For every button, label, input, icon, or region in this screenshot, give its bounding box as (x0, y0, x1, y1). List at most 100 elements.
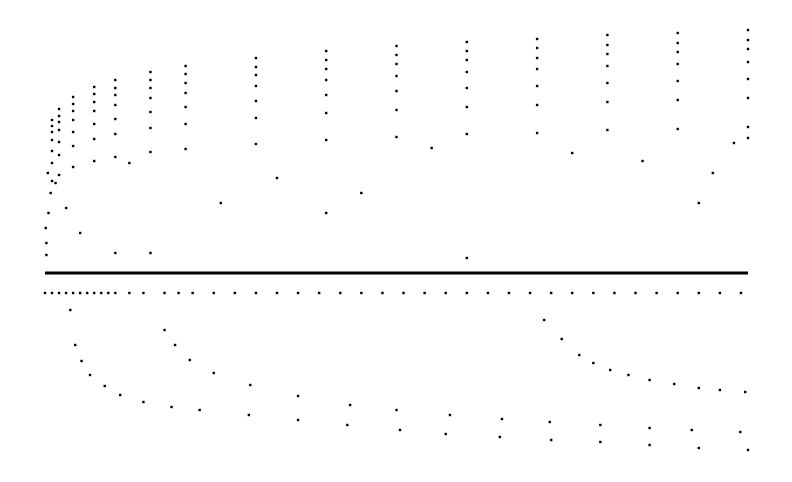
point (71, 95, 75, 99)
point (119, 393, 122, 397)
point (149, 150, 152, 154)
point (114, 291, 117, 295)
point (254, 99, 258, 103)
point (212, 371, 215, 375)
point (627, 373, 630, 377)
point (690, 428, 693, 432)
point (676, 62, 679, 66)
point (114, 93, 117, 97)
point (535, 56, 539, 60)
point (212, 291, 215, 295)
point (465, 291, 468, 295)
point (381, 291, 384, 295)
point (718, 388, 722, 392)
point (142, 400, 145, 404)
point (732, 141, 736, 145)
point (465, 58, 468, 62)
point (395, 135, 398, 139)
point (114, 103, 117, 107)
point (163, 291, 166, 295)
point (648, 426, 651, 430)
point (746, 28, 750, 32)
point (634, 291, 637, 295)
point (233, 291, 237, 295)
point (571, 291, 574, 295)
point (93, 137, 96, 141)
point (746, 125, 750, 129)
point (149, 86, 152, 90)
point (50, 161, 54, 165)
point (100, 291, 103, 295)
point (718, 291, 722, 295)
point (85, 291, 89, 295)
point (114, 155, 117, 159)
point (746, 136, 750, 140)
point (672, 382, 676, 386)
point (114, 132, 117, 136)
point (275, 291, 279, 295)
point (743, 390, 747, 394)
point (50, 124, 54, 128)
point (395, 53, 398, 57)
point (71, 144, 75, 148)
point (50, 291, 54, 295)
point (57, 173, 61, 177)
point (88, 373, 92, 377)
point (44, 226, 47, 230)
point (50, 130, 54, 134)
point (219, 201, 222, 205)
point (360, 291, 363, 295)
point (606, 128, 609, 132)
point (184, 72, 187, 76)
point (50, 138, 54, 142)
point (184, 64, 187, 68)
point (430, 146, 433, 150)
point (254, 73, 258, 77)
point (249, 383, 252, 387)
point (198, 408, 201, 412)
point (676, 98, 679, 102)
point (395, 108, 398, 112)
point (592, 361, 595, 365)
point (606, 81, 609, 85)
point (444, 291, 447, 295)
point (746, 60, 750, 64)
point (78, 291, 82, 295)
point (325, 211, 328, 215)
point (739, 291, 743, 295)
point (648, 378, 651, 382)
point (191, 291, 194, 295)
point (163, 328, 166, 332)
point (465, 86, 468, 90)
point (188, 358, 192, 362)
point (114, 86, 117, 90)
point (93, 109, 96, 113)
point (57, 128, 61, 132)
point (676, 291, 679, 295)
point (57, 140, 61, 144)
point (47, 211, 50, 215)
point (535, 67, 539, 71)
point (465, 49, 468, 53)
point (114, 251, 117, 255)
point (746, 77, 750, 81)
point (465, 105, 468, 109)
point (676, 41, 679, 45)
point (535, 37, 539, 41)
point (606, 64, 609, 68)
point (655, 291, 658, 295)
point (500, 417, 504, 421)
point (549, 291, 553, 295)
point (348, 403, 352, 407)
point (78, 231, 82, 235)
point (149, 96, 152, 100)
point (93, 291, 96, 295)
point (676, 127, 679, 131)
point (254, 65, 258, 69)
point (170, 405, 173, 409)
point (560, 337, 563, 341)
point (395, 408, 398, 412)
